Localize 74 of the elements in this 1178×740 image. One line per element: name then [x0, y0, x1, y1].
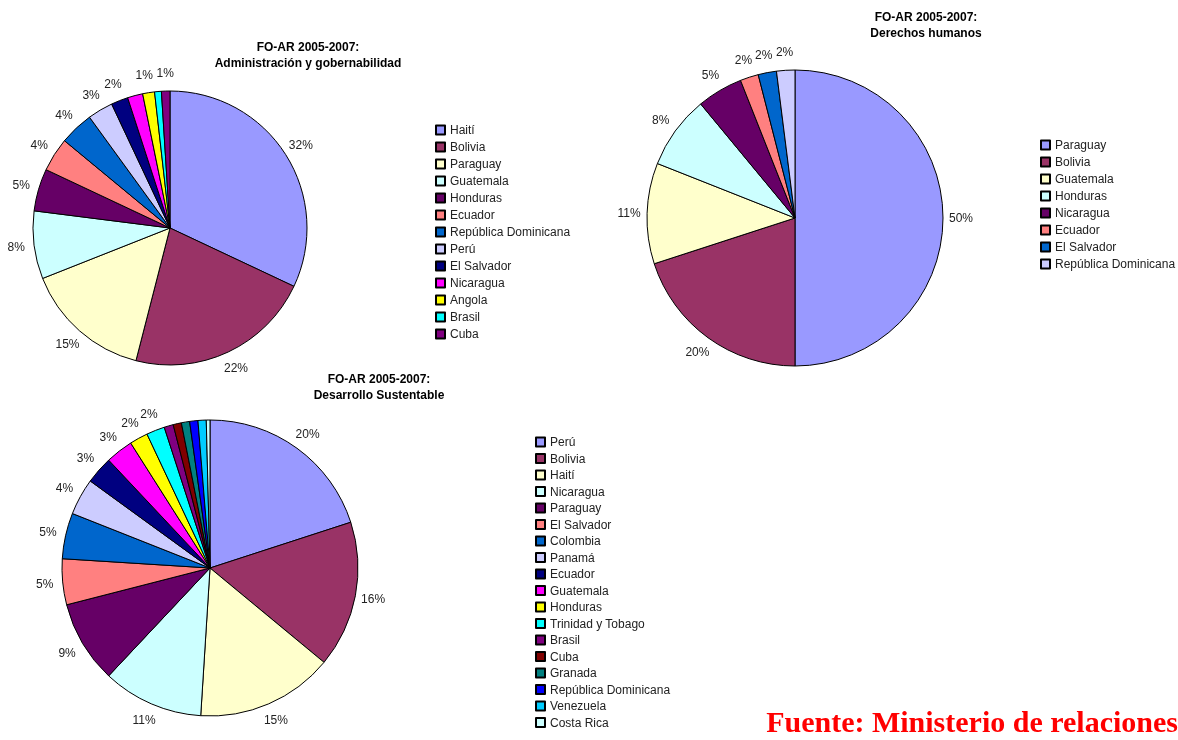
- legend-label: Nicaragua: [1055, 206, 1111, 220]
- legend-label: Honduras: [550, 600, 603, 614]
- legend-label: Honduras: [1055, 189, 1108, 203]
- legend-label: Costa Rica: [550, 715, 610, 730]
- chart-title: FO-AR 2005-2007: Desarrollo Sustentable: [313, 372, 445, 402]
- legend-label: El Salvador: [450, 259, 512, 273]
- data-label: 2%: [775, 45, 794, 60]
- data-label: 3%: [99, 429, 118, 444]
- legend-label: Bolivia: [550, 451, 586, 466]
- legend-label: Paraguay: [1055, 138, 1107, 152]
- data-label: 2%: [121, 415, 139, 430]
- legend-label: Haití: [450, 123, 476, 137]
- legend-label: Ecuador: [1055, 223, 1100, 237]
- chart-title: FO-AR 2005-2007: Administración y gobernabilidad: [214, 40, 402, 70]
- source-note: Fuente: Ministerio de relaciones: [766, 704, 1178, 738]
- legend-label: El Salvador: [550, 517, 612, 532]
- chart-title: FO-AR 2005-2007: Derechos humanos: [870, 10, 982, 40]
- data-label: 4%: [30, 137, 49, 152]
- data-label: 16%: [361, 592, 386, 607]
- data-label: 2%: [734, 53, 753, 68]
- data-label: 5%: [701, 68, 720, 83]
- legend-label: Paraguay: [550, 501, 602, 515]
- data-label: 8%: [652, 113, 670, 128]
- legend-label: República Dominicana: [1055, 257, 1176, 271]
- legend-label: Bolivia: [1055, 155, 1091, 169]
- data-label: 2%: [140, 406, 158, 421]
- data-label: 15%: [263, 713, 289, 728]
- legend-label: Bolivia: [450, 140, 486, 154]
- legend-label: República Dominicana: [450, 225, 571, 239]
- legend-label: Paraguay: [450, 157, 502, 171]
- data-label: 5%: [39, 524, 57, 539]
- data-label: 50%: [948, 211, 974, 225]
- legend-label: Nicaragua: [550, 484, 606, 499]
- legend-label: Ecuador: [450, 208, 495, 222]
- legend-label: República Dominicana: [550, 682, 671, 697]
- legend-label: Trinidad y Tobago: [550, 616, 646, 631]
- data-label: 20%: [295, 426, 320, 441]
- data-label: 11%: [132, 713, 156, 728]
- data-label: 3%: [82, 87, 101, 102]
- legend-label: Granada: [550, 666, 598, 680]
- data-label: 5%: [36, 576, 54, 591]
- legend-label: Angola: [450, 293, 488, 307]
- legend-label: El Salvador: [1055, 240, 1117, 254]
- data-label: 4%: [55, 108, 73, 123]
- data-label: 4%: [55, 481, 74, 496]
- legend-label: Cuba: [450, 327, 480, 341]
- data-label: 8%: [7, 240, 26, 255]
- legend-label: Brasil: [450, 310, 481, 324]
- data-label: 1%: [135, 68, 154, 83]
- data-label: 5%: [12, 177, 31, 192]
- legend-label: Ecuador: [550, 567, 595, 581]
- legend-label: Guatemala: [550, 583, 610, 598]
- legend-label: Cuba: [550, 649, 580, 664]
- legend-label: Guatemala: [1055, 172, 1115, 186]
- data-label: 20%: [685, 345, 710, 360]
- legend-label: Brasil: [550, 633, 581, 647]
- legend-label: Honduras: [450, 191, 503, 205]
- legend-label: Nicaragua: [450, 276, 506, 290]
- legend-label: Colombia: [550, 534, 602, 548]
- data-label: 2%: [755, 47, 773, 62]
- data-label: 2%: [104, 76, 122, 91]
- data-label: 9%: [58, 645, 77, 660]
- legend-label: Perú: [550, 435, 576, 449]
- legend-label: Haití: [550, 468, 576, 482]
- data-label: 3%: [76, 451, 95, 466]
- legend-label: Perú: [450, 242, 476, 256]
- data-label: 11%: [617, 205, 641, 220]
- data-label: 1%: [156, 66, 175, 81]
- legend-label: Panamá: [550, 550, 596, 565]
- legend-label: Guatemala: [450, 174, 510, 188]
- data-label: 22%: [223, 361, 249, 376]
- data-label: 32%: [288, 137, 314, 152]
- legend-label: Venezuela: [550, 699, 607, 713]
- data-label: 15%: [55, 337, 80, 352]
